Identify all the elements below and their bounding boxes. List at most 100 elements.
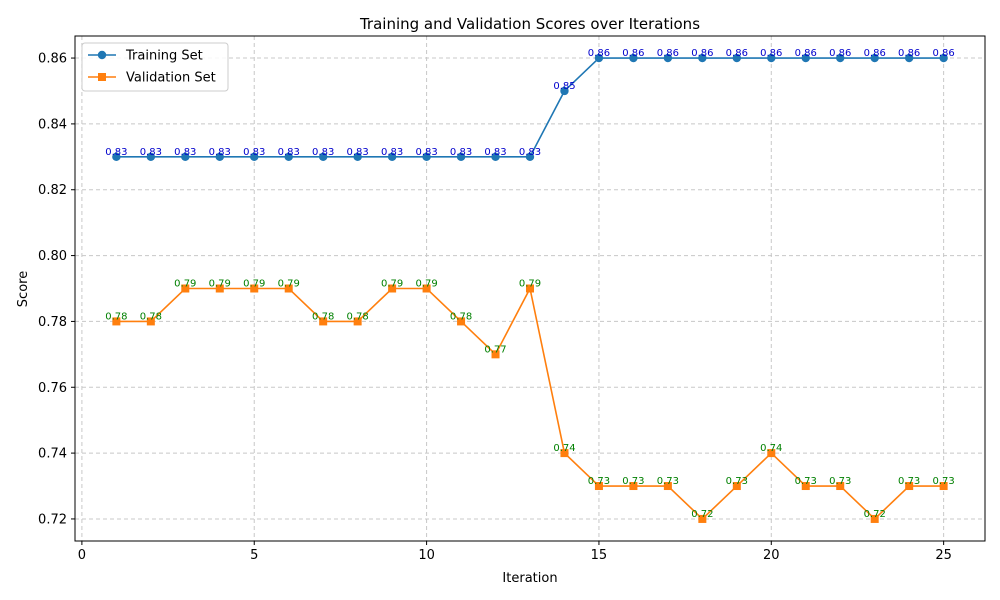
data-point bbox=[388, 284, 397, 293]
data-point bbox=[181, 284, 190, 293]
data-label: 0.86 bbox=[760, 48, 782, 59]
data-point bbox=[767, 53, 776, 63]
data-label: 0.78 bbox=[312, 311, 334, 322]
data-point bbox=[215, 284, 224, 293]
data-point bbox=[698, 53, 707, 63]
data-point bbox=[939, 53, 948, 63]
data-point bbox=[801, 482, 810, 491]
data-label: 0.74 bbox=[553, 443, 575, 454]
data-label: 0.83 bbox=[381, 147, 403, 158]
data-point bbox=[456, 152, 466, 162]
data-label: 0.83 bbox=[519, 147, 541, 158]
data-point bbox=[181, 152, 190, 162]
data-point bbox=[112, 317, 121, 326]
x-tick-label: 0 bbox=[78, 548, 86, 563]
data-label: 0.78 bbox=[347, 311, 369, 322]
y-axis-label: Score bbox=[16, 271, 31, 307]
data-point bbox=[422, 284, 431, 293]
data-label: 0.83 bbox=[312, 147, 334, 158]
legend-label: Validation Set bbox=[126, 71, 216, 86]
data-label: 0.78 bbox=[105, 311, 127, 322]
y-tick-label: 0.86 bbox=[38, 52, 67, 67]
legend-marker bbox=[97, 50, 107, 60]
legend: Training Set Validation Set bbox=[81, 42, 229, 92]
data-label: 0.73 bbox=[622, 476, 644, 487]
legend-box bbox=[81, 42, 229, 92]
data-label: 0.73 bbox=[898, 476, 920, 487]
data-point bbox=[525, 152, 535, 162]
data-point bbox=[732, 482, 741, 491]
data-label: 0.73 bbox=[933, 476, 955, 487]
data-point bbox=[457, 317, 466, 326]
data-point bbox=[663, 482, 672, 491]
data-point bbox=[663, 53, 673, 63]
data-point bbox=[905, 482, 914, 491]
data-point bbox=[594, 482, 603, 491]
data-point bbox=[422, 152, 431, 162]
data-label: 0.83 bbox=[415, 147, 437, 158]
y-tick-label: 0.74 bbox=[38, 447, 67, 462]
data-point bbox=[870, 53, 879, 63]
plot-area-frame bbox=[74, 35, 986, 542]
legend-item: Validation Set bbox=[88, 71, 216, 86]
data-label: 0.73 bbox=[795, 476, 817, 487]
data-point bbox=[250, 152, 259, 162]
y-tick-label: 0.72 bbox=[38, 512, 67, 527]
x-axis-ticks: 0 5 10 15 20 25 bbox=[78, 541, 952, 563]
data-label: 0.79 bbox=[209, 279, 231, 290]
data-point bbox=[870, 514, 879, 523]
data-label: 0.74 bbox=[760, 443, 782, 454]
data-point bbox=[594, 53, 604, 63]
x-tick-label: 10 bbox=[418, 548, 435, 563]
series-layer: 0.83 0.83 0.83 0.83 0.83 0.83 0.83 0.83 0.83 0.83… bbox=[105, 48, 955, 523]
data-point bbox=[732, 53, 742, 63]
series-line bbox=[116, 286, 944, 521]
series-line bbox=[116, 57, 944, 158]
data-label: 0.83 bbox=[278, 147, 300, 158]
data-label: 0.83 bbox=[243, 147, 265, 158]
data-label: 0.86 bbox=[622, 48, 644, 59]
data-point bbox=[353, 152, 362, 162]
y-tick-label: 0.76 bbox=[38, 381, 67, 396]
data-label: 0.86 bbox=[588, 48, 610, 59]
data-point bbox=[387, 152, 397, 162]
data-label: 0.79 bbox=[243, 279, 265, 290]
data-label: 0.85 bbox=[553, 81, 575, 92]
data-point bbox=[491, 350, 500, 359]
data-label: 0.79 bbox=[278, 279, 300, 290]
data-label: 0.83 bbox=[450, 147, 472, 158]
data-label: 0.86 bbox=[829, 48, 851, 59]
data-label: 0.86 bbox=[898, 48, 920, 59]
data-point bbox=[284, 152, 293, 162]
data-point bbox=[629, 482, 638, 491]
data-point bbox=[801, 53, 810, 63]
data-point bbox=[836, 482, 845, 491]
data-label: 0.78 bbox=[140, 311, 162, 322]
data-label: 0.73 bbox=[829, 476, 851, 487]
x-axis-label: Iteration bbox=[502, 571, 557, 586]
data-point bbox=[904, 53, 914, 63]
data-label: 0.86 bbox=[864, 48, 886, 59]
data-point bbox=[560, 449, 569, 458]
data-label: 0.83 bbox=[347, 147, 369, 158]
data-label: 0.86 bbox=[933, 48, 955, 59]
legend-label: Training Set bbox=[125, 49, 203, 64]
series-validation-set: 0.78 0.78 0.79 0.79 0.79 0.79 0.78 0.78 0.79 0.79… bbox=[105, 279, 955, 523]
data-label: 0.86 bbox=[691, 48, 713, 59]
data-label: 0.79 bbox=[174, 279, 196, 290]
data-point bbox=[836, 53, 845, 63]
data-point bbox=[629, 53, 638, 63]
data-point bbox=[215, 152, 224, 162]
data-label: 0.83 bbox=[105, 147, 127, 158]
data-point bbox=[284, 284, 293, 293]
data-point bbox=[560, 86, 569, 96]
data-point bbox=[698, 514, 707, 523]
data-point bbox=[319, 317, 328, 326]
data-label: 0.72 bbox=[691, 509, 713, 520]
data-point bbox=[146, 152, 156, 162]
data-point bbox=[250, 284, 259, 293]
data-label: 0.86 bbox=[795, 48, 817, 59]
data-label: 0.83 bbox=[140, 147, 162, 158]
x-tick-label: 25 bbox=[935, 548, 952, 563]
